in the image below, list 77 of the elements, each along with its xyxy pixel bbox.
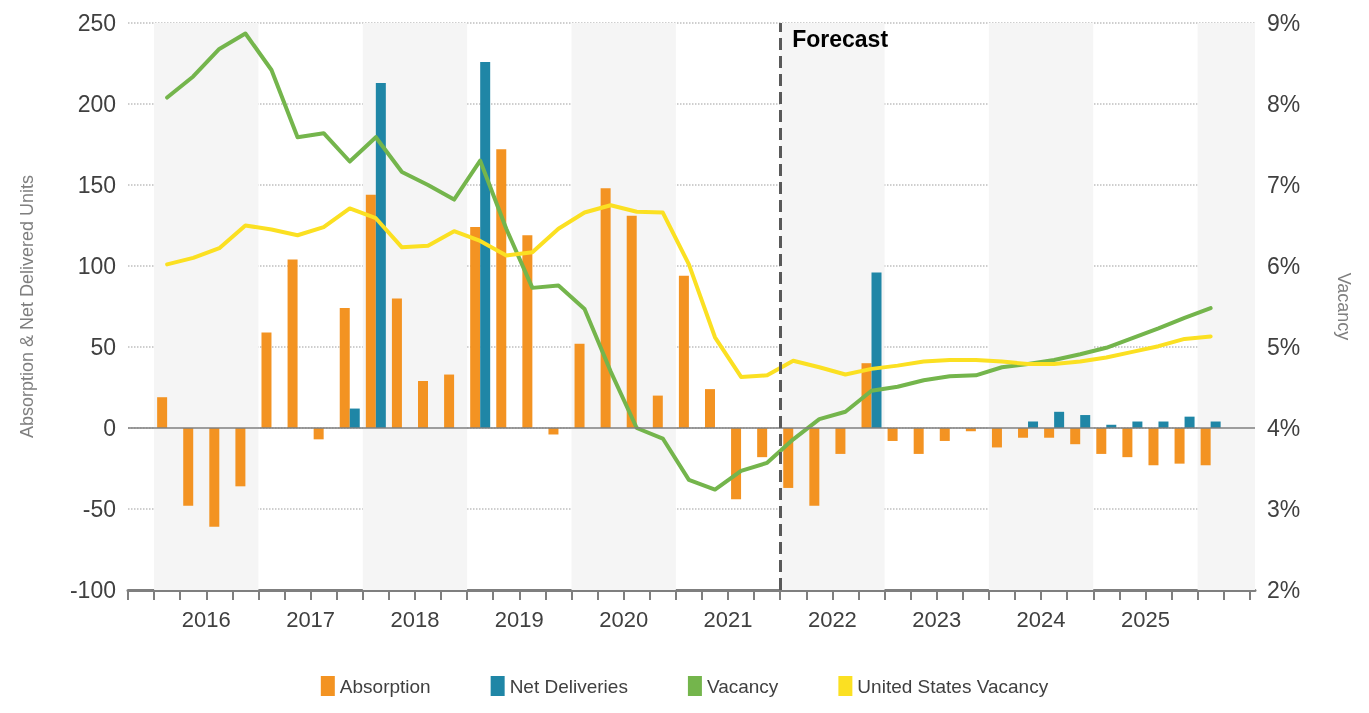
- bar: [678, 275, 689, 428]
- bar: [1054, 411, 1065, 428]
- x-tick-label: 2024: [1016, 606, 1066, 632]
- bar: [157, 397, 168, 428]
- bar: [496, 149, 507, 428]
- bar: [913, 428, 924, 454]
- bar: [1096, 428, 1107, 454]
- bar: [209, 428, 220, 527]
- bar: [835, 428, 846, 454]
- bar: [391, 298, 402, 428]
- bar: [261, 332, 272, 428]
- x-tick-label: 2017: [286, 606, 336, 632]
- y2-tick-label: 5%: [1267, 334, 1301, 360]
- x-tick-label: 2025: [1120, 606, 1170, 632]
- bar: [757, 428, 768, 458]
- bar: [1122, 428, 1133, 458]
- y2-tick-label: 6%: [1267, 253, 1301, 279]
- x-tick-label: 2018: [390, 606, 440, 632]
- bar: [339, 308, 350, 428]
- y2-tick-label: 9%: [1267, 10, 1301, 36]
- bar: [600, 188, 611, 428]
- bar: [1080, 415, 1091, 428]
- x-tick-label: 2021: [703, 606, 753, 632]
- y-tick-label: 200: [77, 91, 116, 117]
- bar: [444, 374, 455, 428]
- bar: [1174, 428, 1185, 464]
- bar: [574, 343, 585, 428]
- y-tick-label: 0: [103, 415, 116, 441]
- bar: [375, 82, 386, 428]
- bar: [1018, 428, 1029, 438]
- bar: [183, 428, 194, 506]
- legend-label: Net Deliveries: [509, 675, 628, 697]
- bar: [1200, 428, 1211, 466]
- y-axis-title: Absorption & Net Delivered Units: [17, 174, 37, 439]
- bar: [704, 389, 715, 428]
- bar: [871, 272, 882, 428]
- y2-tick-label: 7%: [1267, 172, 1301, 198]
- bar: [939, 428, 950, 441]
- bar: [1148, 428, 1159, 466]
- y-tick-label: 150: [77, 172, 116, 198]
- x-tick-label: 2023: [912, 606, 962, 632]
- line-series: [165, 31, 1213, 492]
- bar: [470, 227, 481, 428]
- x-tick-label: 2020: [599, 606, 649, 632]
- bar: [349, 408, 360, 428]
- y-tick-label: -100: [69, 577, 116, 603]
- y-tick-label: 250: [77, 10, 116, 36]
- y-tick-label: -50: [82, 496, 116, 522]
- bar: [287, 259, 298, 428]
- y2-tick-label: 4%: [1267, 415, 1301, 441]
- legend-label: United States Vacancy: [857, 675, 1049, 697]
- y2-axis-title: Vacancy: [1334, 272, 1354, 341]
- y2-tick-label: 2%: [1267, 577, 1301, 603]
- y2-tick-label: 8%: [1267, 91, 1301, 117]
- bar: [887, 428, 898, 441]
- bar: [626, 215, 637, 428]
- y-tick-label: 50: [90, 334, 116, 360]
- bar: [522, 235, 533, 428]
- bar: [731, 428, 742, 500]
- bar: [1070, 428, 1081, 445]
- bar: [1044, 428, 1055, 438]
- legend-label: Vacancy: [706, 675, 779, 697]
- bar: [365, 194, 376, 428]
- bar: [418, 381, 429, 428]
- bar: [809, 428, 820, 506]
- bar: [991, 428, 1002, 448]
- x-tick-label: 2019: [494, 606, 544, 632]
- x-tick-label: 2022: [807, 606, 857, 632]
- bar: [652, 395, 663, 428]
- y-tick-label: 100: [77, 253, 116, 279]
- ref-line-label: Forecast: [792, 25, 889, 52]
- y2-tick-label: 3%: [1267, 496, 1301, 522]
- bar: [480, 61, 491, 428]
- line-series: [165, 203, 1213, 379]
- x-tick-label: 2016: [181, 606, 231, 632]
- legend-label: Absorption: [339, 675, 431, 697]
- bar: [235, 428, 246, 487]
